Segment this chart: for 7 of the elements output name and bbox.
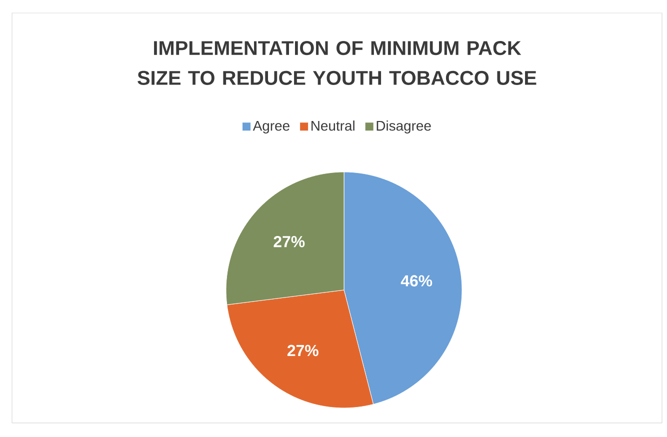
chart-title: IMPLEMENTATION OF MINIMUM PACK SIZE TO REDUCE YOUTH TOBACCO USE [138,40,536,85]
data-label: 27% [274,236,305,248]
legend-label: Agree [252,121,290,134]
data-label: 46% [400,275,432,286]
data-label: 27% [287,344,318,356]
legend-label: Disagree [376,120,431,134]
legend-label: Neutral [312,120,354,131]
